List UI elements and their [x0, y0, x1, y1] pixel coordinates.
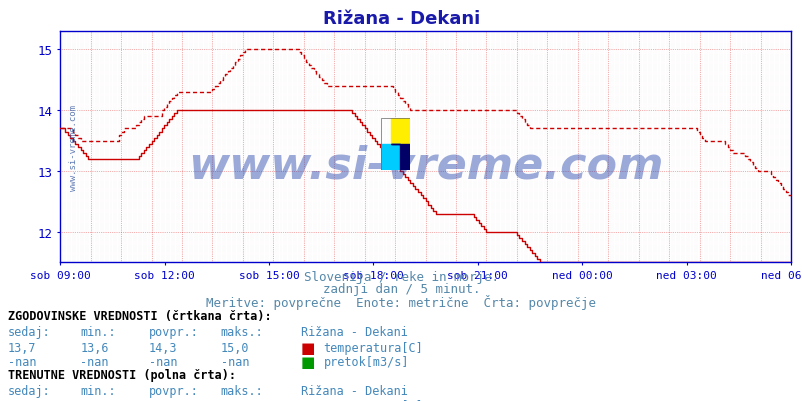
- Text: 11,4: 11,4: [8, 399, 36, 401]
- Text: 11,4: 11,4: [80, 399, 108, 401]
- Text: Rižana - Dekani: Rižana - Dekani: [301, 325, 407, 338]
- Text: zadnji dan / 5 minut.: zadnji dan / 5 minut.: [322, 283, 480, 296]
- Text: 15,0: 15,0: [221, 341, 249, 354]
- Text: maks.:: maks.:: [221, 384, 263, 397]
- Text: -nan: -nan: [148, 355, 176, 368]
- Text: TRENUTNE VREDNOSTI (polna črta):: TRENUTNE VREDNOSTI (polna črta):: [8, 368, 236, 381]
- Text: -nan: -nan: [80, 355, 108, 368]
- Text: 13,7: 13,7: [8, 341, 36, 354]
- Polygon shape: [391, 144, 409, 170]
- Text: ■: ■: [301, 340, 315, 355]
- Text: povpr.:: povpr.:: [148, 384, 198, 397]
- Text: povpr.:: povpr.:: [148, 325, 198, 338]
- Polygon shape: [391, 118, 409, 144]
- Text: 13,0: 13,0: [148, 399, 176, 401]
- Text: ■: ■: [301, 354, 315, 369]
- Text: Slovenija / reke in morje.: Slovenija / reke in morje.: [304, 271, 498, 284]
- Text: sedaj:: sedaj:: [8, 384, 51, 397]
- Text: Rižana - Dekani: Rižana - Dekani: [301, 384, 407, 397]
- Text: temperatura[C]: temperatura[C]: [323, 341, 423, 354]
- Text: min.:: min.:: [80, 325, 115, 338]
- Text: ■: ■: [301, 398, 315, 401]
- Text: min.:: min.:: [80, 384, 115, 397]
- Text: maks.:: maks.:: [221, 325, 263, 338]
- Text: -nan: -nan: [8, 355, 36, 368]
- Text: ZGODOVINSKE VREDNOSTI (črtkana črta):: ZGODOVINSKE VREDNOSTI (črtkana črta):: [8, 309, 271, 322]
- Text: temperatura[C]: temperatura[C]: [323, 399, 423, 401]
- Text: Rižana - Dekani: Rižana - Dekani: [322, 10, 480, 28]
- Text: -nan: -nan: [221, 355, 249, 368]
- Polygon shape: [381, 144, 399, 170]
- Text: 14,3: 14,3: [148, 341, 176, 354]
- Text: Meritve: povprečne  Enote: metrične  Črta: povprečje: Meritve: povprečne Enote: metrične Črta:…: [206, 295, 596, 310]
- Text: pretok[m3/s]: pretok[m3/s]: [323, 355, 408, 368]
- Text: 13,6: 13,6: [80, 341, 108, 354]
- Text: www.si-vreme.com: www.si-vreme.com: [188, 144, 662, 187]
- Text: www.si-vreme.com: www.si-vreme.com: [69, 105, 78, 190]
- Text: sedaj:: sedaj:: [8, 325, 51, 338]
- Text: 14,0: 14,0: [221, 399, 249, 401]
